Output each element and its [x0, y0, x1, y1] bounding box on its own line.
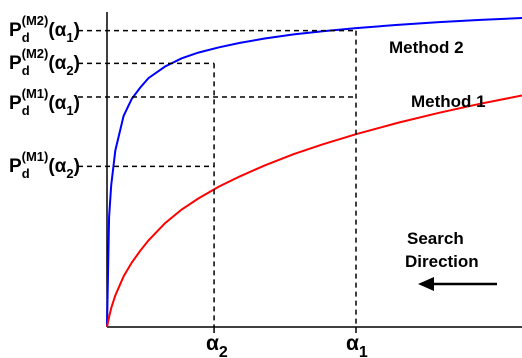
y-label-pd-m2-alpha2: Pd(M2)(α2) [9, 46, 80, 78]
x-label-alpha1: α1 [346, 332, 368, 358]
search-direction-label-line2: Direction [405, 252, 479, 271]
series-line-method-2 [106, 17, 522, 328]
y-label-pd-m2-alpha1: Pd(M2)(α1) [9, 13, 80, 45]
search-direction-label-line1: Search [407, 229, 464, 248]
series-label-method-2: Method 2 [389, 38, 464, 57]
arrow-left-icon [418, 277, 497, 291]
y-label-pd-m1-alpha2: Pd(M1)(α2) [9, 149, 80, 181]
y-label-pd-m1-alpha1: Pd(M1)(α1) [9, 86, 80, 118]
x-label-alpha2: α2 [206, 332, 228, 358]
guide-lines [78, 29, 357, 333]
series-line-method-1 [106, 94, 522, 328]
series-label-method-1: Method 1 [411, 92, 486, 111]
